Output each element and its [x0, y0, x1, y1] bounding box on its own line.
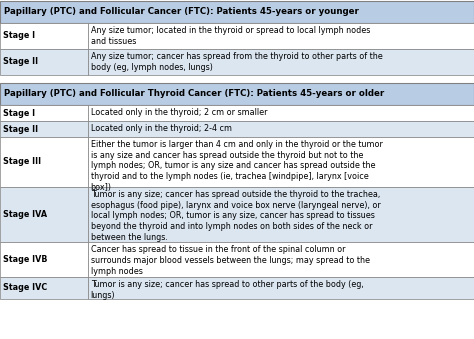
- Bar: [0, 277, 88, 299]
- Text: Cancer has spread to tissue in the front of the spinal column or
surrounds major: Cancer has spread to tissue in the front…: [91, 245, 370, 276]
- Bar: [0, 23, 88, 49]
- Bar: [88, 105, 474, 121]
- Text: Located only in the thyroid; 2-4 cm: Located only in the thyroid; 2-4 cm: [91, 124, 232, 133]
- Text: Tumor is any size; cancer has spread to other parts of the body (eg,
lungs): Tumor is any size; cancer has spread to …: [91, 280, 364, 300]
- Bar: [88, 121, 474, 137]
- Text: Located only in the thyroid; 2 cm or smaller: Located only in the thyroid; 2 cm or sma…: [91, 108, 267, 117]
- Bar: [0, 121, 88, 137]
- Text: Any size tumor; located in the thyroid or spread to local lymph nodes
and tissue: Any size tumor; located in the thyroid o…: [91, 26, 370, 46]
- Bar: [0, 187, 88, 242]
- Text: Stage I: Stage I: [3, 108, 35, 118]
- Text: Papillary (PTC) and Follicular Cancer (FTC): Patients 45-years or younger: Papillary (PTC) and Follicular Cancer (F…: [4, 7, 359, 17]
- Text: Tumor is any size; cancer has spread outside the thyroid to the trachea,
esophag: Tumor is any size; cancer has spread out…: [91, 190, 381, 242]
- Text: Stage II: Stage II: [3, 124, 38, 134]
- Bar: [0, 137, 88, 187]
- Bar: [0, 1, 474, 23]
- Bar: [88, 23, 474, 49]
- Text: Stage IVA: Stage IVA: [3, 210, 47, 219]
- Bar: [0, 83, 474, 105]
- Bar: [0, 49, 88, 75]
- Bar: [88, 187, 474, 242]
- Text: Any size tumor; cancer has spread from the thyroid to other parts of the
body (e: Any size tumor; cancer has spread from t…: [91, 52, 383, 72]
- Bar: [88, 277, 474, 299]
- Text: Papillary (PTC) and Follicular Thyroid Cancer (FTC): Patients 45-years or older: Papillary (PTC) and Follicular Thyroid C…: [4, 89, 384, 99]
- Text: Either the tumor is larger than 4 cm and only in the thyroid or the tumor
is any: Either the tumor is larger than 4 cm and…: [91, 140, 383, 192]
- Bar: [0, 105, 88, 121]
- Bar: [0, 242, 88, 277]
- Text: Stage IVB: Stage IVB: [3, 255, 47, 264]
- Text: Stage I: Stage I: [3, 32, 35, 40]
- Bar: [88, 49, 474, 75]
- Text: Stage IVC: Stage IVC: [3, 283, 47, 293]
- Text: Stage III: Stage III: [3, 158, 41, 166]
- Bar: [88, 242, 474, 277]
- Bar: [88, 137, 474, 187]
- Text: Stage II: Stage II: [3, 58, 38, 66]
